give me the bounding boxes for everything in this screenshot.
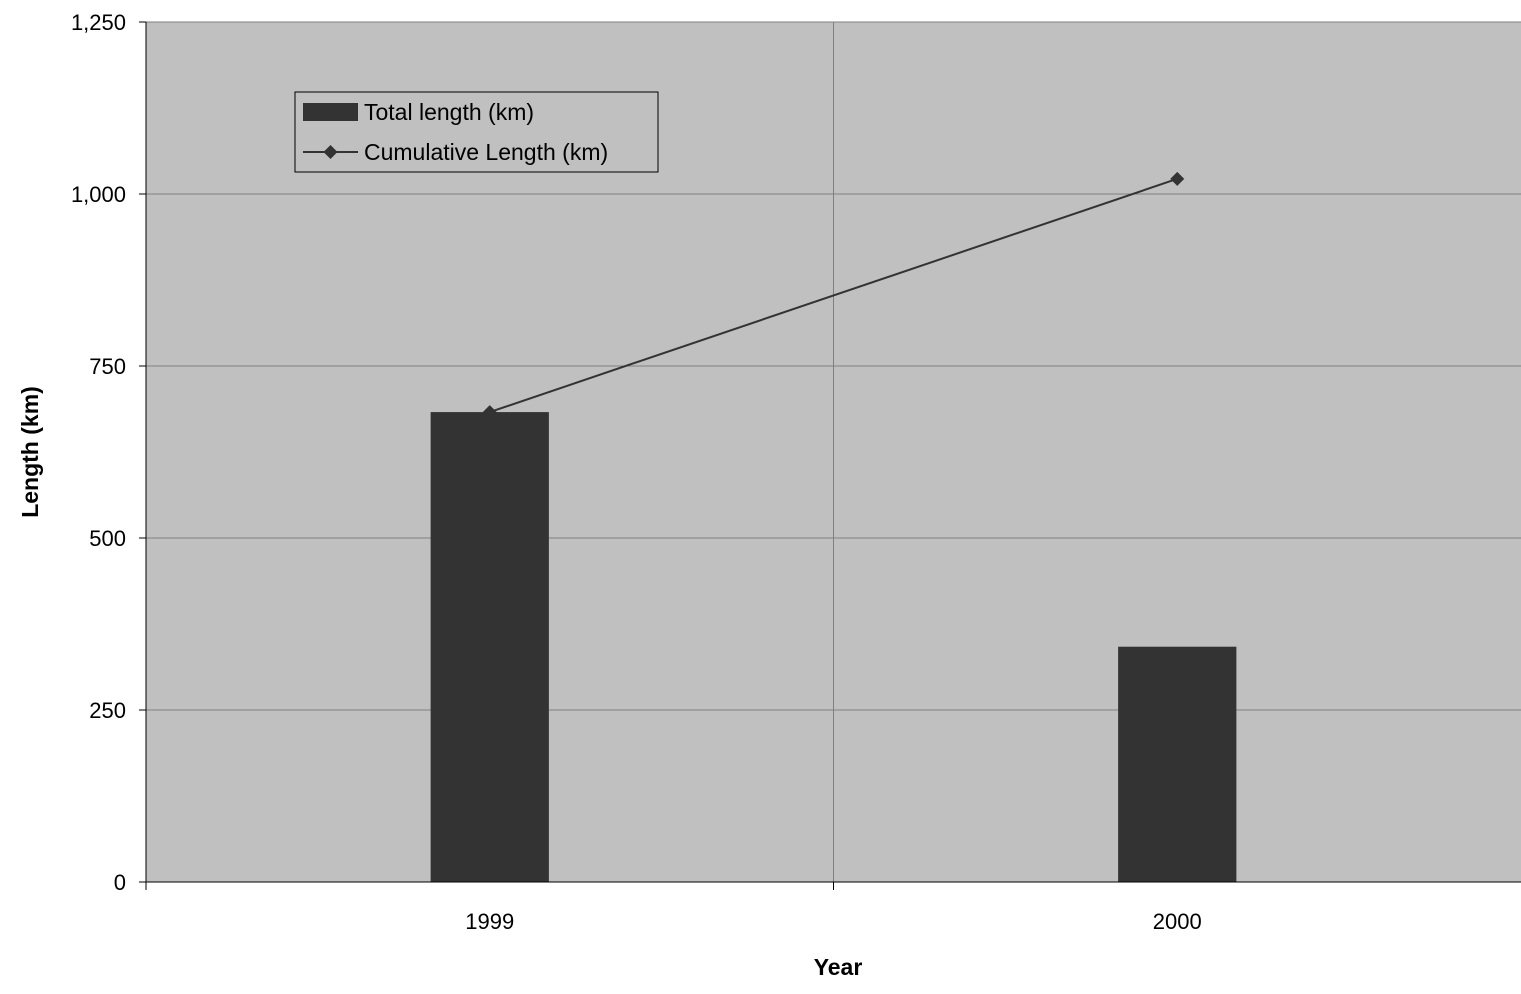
tick-labels: 0 250 500 750 1,000 1,250 1999 2000 bbox=[71, 10, 1202, 934]
bar-series bbox=[430, 412, 1237, 882]
line-series bbox=[482, 171, 1185, 420]
y-tick-label: 750 bbox=[89, 354, 126, 379]
line-point-marker bbox=[1170, 171, 1185, 186]
legend-label-cumulative-length: Cumulative Length (km) bbox=[364, 139, 608, 165]
y-tick-label: 500 bbox=[89, 526, 126, 551]
bar bbox=[430, 412, 549, 882]
y-tick-label: 1,250 bbox=[71, 10, 126, 35]
axes bbox=[139, 21, 1521, 890]
legend-swatch-total-length bbox=[303, 103, 358, 121]
line-point-marker bbox=[482, 405, 497, 420]
x-tick-label: 2000 bbox=[1153, 909, 1202, 934]
y-tick-label: 1,000 bbox=[71, 182, 126, 207]
x-axis-title: Year bbox=[814, 954, 863, 980]
legend-marker-diamond-icon bbox=[323, 145, 338, 159]
x-tick-label: 1999 bbox=[465, 909, 514, 934]
legend: Total length (km) Cumulative Length (km) bbox=[294, 91, 659, 173]
gridlines bbox=[146, 21, 1521, 882]
bar bbox=[1118, 646, 1237, 882]
y-tick-label: 0 bbox=[114, 870, 126, 895]
cumulative-line bbox=[489, 177, 1178, 414]
legend-label-total-length: Total length (km) bbox=[364, 99, 534, 125]
y-axis-title: Length (km) bbox=[17, 386, 43, 518]
y-tick-label: 250 bbox=[89, 698, 126, 723]
